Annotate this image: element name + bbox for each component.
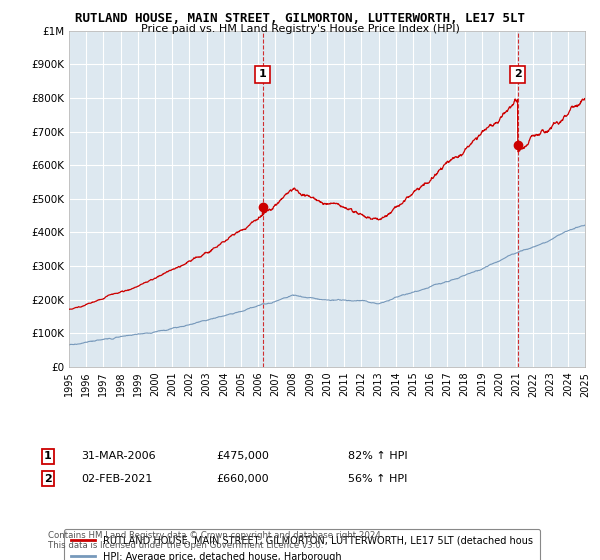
Text: Price paid vs. HM Land Registry's House Price Index (HPI): Price paid vs. HM Land Registry's House … — [140, 24, 460, 34]
Text: £660,000: £660,000 — [216, 474, 269, 484]
Text: 2: 2 — [514, 69, 521, 80]
Text: Contains HM Land Registry data © Crown copyright and database right 2024.
This d: Contains HM Land Registry data © Crown c… — [48, 530, 383, 550]
Text: 31-MAR-2006: 31-MAR-2006 — [81, 451, 155, 461]
Text: 2: 2 — [44, 474, 52, 484]
Text: £475,000: £475,000 — [216, 451, 269, 461]
Text: 1: 1 — [44, 451, 52, 461]
Text: 02-FEB-2021: 02-FEB-2021 — [81, 474, 152, 484]
Text: 1: 1 — [259, 69, 266, 80]
Text: 82% ↑ HPI: 82% ↑ HPI — [348, 451, 407, 461]
Text: RUTLAND HOUSE, MAIN STREET, GILMORTON, LUTTERWORTH, LE17 5LT: RUTLAND HOUSE, MAIN STREET, GILMORTON, L… — [75, 12, 525, 25]
Legend: RUTLAND HOUSE, MAIN STREET, GILMORTON, LUTTERWORTH, LE17 5LT (detached hous, HPI: RUTLAND HOUSE, MAIN STREET, GILMORTON, L… — [64, 529, 539, 560]
Text: 56% ↑ HPI: 56% ↑ HPI — [348, 474, 407, 484]
